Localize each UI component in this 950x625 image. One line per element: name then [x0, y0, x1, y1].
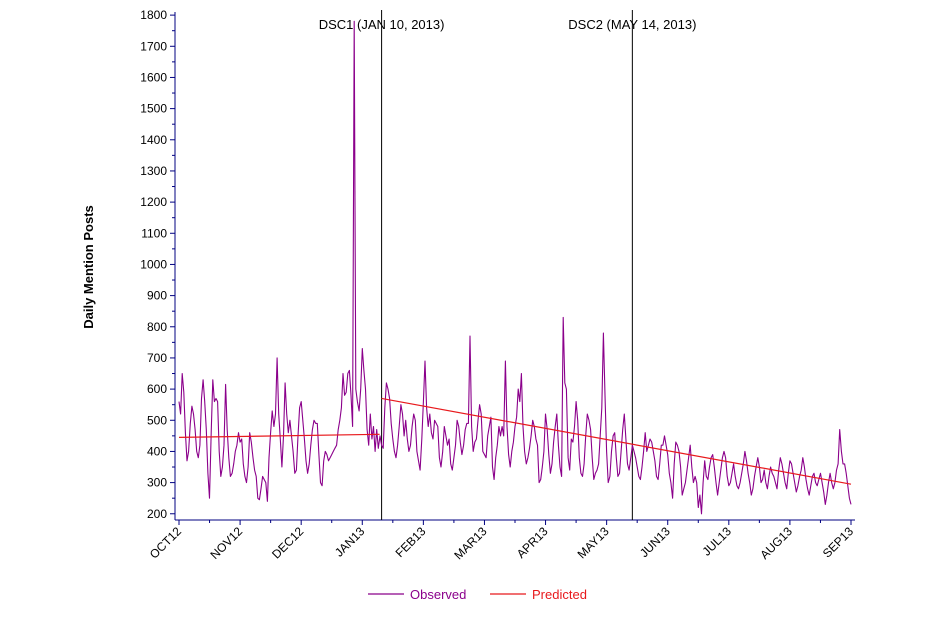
axes	[174, 12, 855, 521]
x-tick-label: SEP13	[820, 524, 857, 561]
event-markers: DSC1 (JAN 10, 2013) DSC2 (MAY 14, 2013)	[319, 10, 696, 520]
y-tick-label: 800	[147, 320, 167, 334]
x-tick-label: JUL13	[700, 524, 735, 559]
y-axis-title-group: Daily Mention Posts	[81, 205, 96, 329]
y-tick-label: 1700	[140, 39, 167, 53]
y-tick-label: 500	[147, 413, 167, 427]
y-tick-label: 1600	[140, 70, 167, 84]
x-tick-label: APR13	[514, 524, 551, 561]
x-tick-label: MAY13	[575, 524, 612, 561]
legend: Observed Predicted	[368, 587, 587, 602]
x-axis-ticks: OCT12 NOV12 DEC12 JAN13 FEB13 MAR13 APR13 MAY13…	[147, 520, 856, 562]
y-axis-title: Daily Mention Posts	[81, 205, 96, 329]
observed-series-line	[178, 20, 852, 515]
x-tick-label: JUN13	[637, 524, 673, 560]
x-tick-label: DEC12	[269, 524, 306, 561]
predicted-series-segment	[381, 397, 852, 485]
x-tick-label: MAR13	[451, 524, 489, 562]
x-tick-label: FEB13	[393, 524, 429, 560]
y-tick-label: 1100	[141, 226, 167, 240]
y-tick-label: 1800	[140, 8, 167, 22]
x-tick-label: OCT12	[147, 524, 184, 561]
y-tick-label: 1200	[140, 195, 167, 209]
y-tick-label: 400	[147, 444, 167, 458]
y-tick-label: 900	[147, 289, 167, 303]
x-tick-label: AUG13	[757, 524, 795, 562]
legend-label: Observed	[410, 587, 466, 602]
predicted-series-segment	[178, 433, 380, 439]
series-group	[178, 20, 852, 515]
y-tick-label: 600	[147, 382, 167, 396]
event-label: DSC2 (MAY 14, 2013)	[568, 17, 696, 32]
x-tick-label: JAN13	[332, 524, 368, 560]
y-tick-label: 700	[147, 351, 167, 365]
y-axis-ticks: 200 300 400 500 600 700 800 900 1000 1100 1200 1300…	[140, 8, 175, 521]
y-tick-label: 300	[147, 476, 167, 490]
y-tick-label: 1500	[140, 102, 167, 116]
y-tick-label: 1300	[140, 164, 167, 178]
x-tick-label: NOV12	[207, 524, 245, 562]
y-tick-label: 200	[147, 507, 167, 521]
y-tick-label: 1000	[140, 257, 167, 271]
legend-label: Predicted	[532, 587, 587, 602]
y-tick-label: 1400	[140, 133, 167, 147]
event-label: DSC1 (JAN 10, 2013)	[319, 17, 445, 32]
